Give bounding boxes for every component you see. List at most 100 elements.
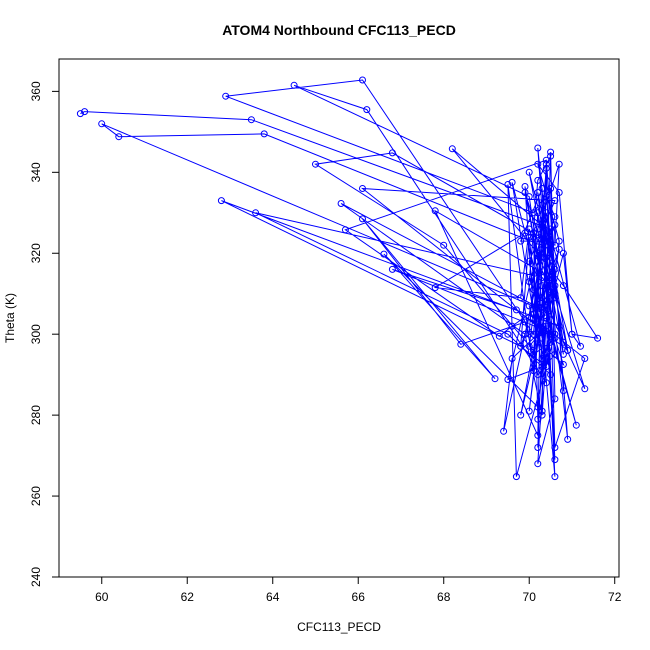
data-point — [538, 298, 546, 306]
data-point — [359, 185, 366, 192]
data-point — [551, 330, 559, 338]
data-point — [457, 340, 465, 348]
data-point — [521, 330, 529, 338]
data-point — [551, 473, 559, 481]
data-point — [555, 245, 563, 253]
data-point — [512, 306, 520, 314]
data-point — [538, 282, 546, 290]
y-tick-label: 360 — [29, 81, 43, 101]
data-point — [542, 193, 550, 201]
data-point — [98, 120, 106, 128]
data-point — [551, 294, 559, 302]
data-point — [559, 361, 567, 368]
data-point — [555, 189, 563, 196]
data-point — [547, 245, 555, 253]
data-point — [559, 350, 567, 358]
data-point — [380, 250, 388, 258]
data-point — [581, 385, 589, 393]
data-point — [547, 274, 555, 281]
data-point — [521, 189, 529, 196]
data-point — [530, 314, 537, 322]
data-point — [290, 81, 298, 89]
data-point — [577, 342, 584, 350]
data-point — [260, 130, 268, 138]
data-point — [594, 334, 602, 342]
data-point — [551, 290, 559, 298]
data-point — [542, 160, 550, 168]
data-point — [341, 226, 349, 234]
data-point — [495, 332, 503, 340]
data-point — [542, 298, 550, 306]
data-point — [534, 249, 542, 257]
data-point — [534, 160, 542, 168]
data-point — [525, 193, 533, 201]
data-point — [551, 197, 559, 205]
data-point — [525, 225, 533, 233]
data-point — [547, 371, 555, 379]
data-point — [534, 403, 542, 411]
data-point — [551, 213, 559, 221]
data-point — [551, 350, 559, 358]
data-point — [525, 302, 533, 310]
data-point — [551, 444, 559, 451]
data-point — [534, 371, 542, 379]
data-point — [530, 229, 537, 237]
data-point — [525, 257, 533, 265]
data-point — [363, 106, 371, 114]
data-point — [508, 322, 516, 330]
data-point — [337, 200, 345, 207]
data-point — [534, 330, 542, 338]
y-axis-label: Theta (K) — [3, 293, 17, 343]
data-point — [547, 310, 555, 318]
data-point — [547, 225, 555, 233]
data-point — [448, 145, 456, 153]
data-point — [517, 411, 525, 419]
data-point — [530, 209, 537, 217]
data-point — [538, 201, 546, 209]
data-point — [534, 176, 542, 184]
data-point — [500, 427, 508, 435]
data-point — [538, 253, 546, 261]
data-point — [547, 286, 555, 294]
x-tick-label: 72 — [608, 590, 622, 604]
data-point — [542, 209, 550, 217]
data-point — [542, 229, 550, 237]
data-point — [312, 160, 319, 168]
data-point — [440, 241, 448, 249]
data-point — [538, 185, 546, 192]
data-point — [564, 435, 572, 443]
data-point — [525, 168, 533, 176]
data-point — [217, 197, 225, 205]
data-point — [538, 407, 546, 415]
data-point — [542, 314, 550, 322]
y-tick-label: 300 — [29, 324, 43, 344]
chart-title: ATOM4 Northbound CFC113_PECD — [222, 22, 456, 38]
data-point — [115, 133, 123, 141]
data-point — [538, 306, 546, 314]
data-point — [538, 229, 546, 237]
data-point — [547, 185, 555, 192]
data-point — [247, 116, 255, 124]
x-tick-label: 66 — [352, 590, 366, 604]
data-point — [530, 286, 537, 294]
data-point — [388, 265, 396, 273]
data-point — [547, 253, 555, 261]
data-point — [534, 144, 542, 152]
x-tick-label: 64 — [266, 590, 280, 604]
data-point — [564, 346, 572, 354]
data-point — [538, 363, 546, 371]
data-point — [508, 355, 516, 362]
data-point — [530, 350, 537, 358]
data-point — [388, 149, 396, 157]
data-point — [534, 444, 542, 451]
data-point — [534, 310, 542, 318]
data-point — [555, 160, 563, 168]
data-point — [359, 215, 366, 223]
data-point — [517, 294, 525, 302]
data-point — [534, 257, 542, 265]
data-point — [538, 411, 546, 419]
data-point — [517, 237, 525, 245]
data-point — [551, 456, 559, 464]
data-point — [534, 415, 542, 423]
data-point — [534, 431, 542, 439]
